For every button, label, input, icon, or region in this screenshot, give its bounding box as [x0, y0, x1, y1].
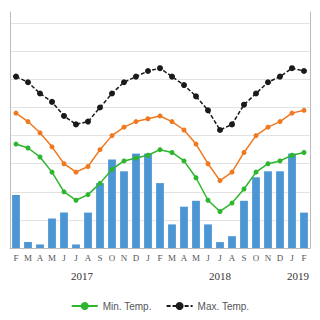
- svg-text:N: N: [265, 253, 272, 263]
- svg-text:D: D: [277, 253, 284, 263]
- svg-text:J: J: [290, 253, 294, 263]
- svg-text:2019: 2019: [287, 270, 310, 282]
- svg-text:N: N: [121, 253, 128, 263]
- svg-text:S: S: [241, 253, 246, 263]
- svg-text:D: D: [133, 253, 140, 263]
- svg-text:F: F: [301, 253, 306, 263]
- svg-text:A: A: [181, 253, 188, 263]
- svg-text:A: A: [229, 253, 236, 263]
- svg-text:M: M: [168, 253, 176, 263]
- svg-text:Min. Temp.: Min. Temp.: [103, 301, 152, 312]
- svg-text:A: A: [85, 253, 92, 263]
- svg-text:M: M: [48, 253, 56, 263]
- svg-text:2017: 2017: [71, 270, 94, 282]
- svg-text:2018: 2018: [209, 270, 232, 282]
- svg-text:J: J: [62, 253, 66, 263]
- svg-text:F: F: [13, 253, 18, 263]
- svg-text:J: J: [206, 253, 210, 263]
- svg-text:J: J: [74, 253, 78, 263]
- svg-text:J: J: [146, 253, 150, 263]
- svg-text:O: O: [253, 253, 260, 263]
- svg-text:A: A: [37, 253, 44, 263]
- svg-text:F: F: [157, 253, 162, 263]
- svg-text:M: M: [24, 253, 32, 263]
- svg-text:M: M: [192, 253, 200, 263]
- svg-text:O: O: [109, 253, 116, 263]
- svg-text:Max. Temp.: Max. Temp.: [198, 301, 250, 312]
- svg-text:J: J: [218, 253, 222, 263]
- svg-text:S: S: [97, 253, 102, 263]
